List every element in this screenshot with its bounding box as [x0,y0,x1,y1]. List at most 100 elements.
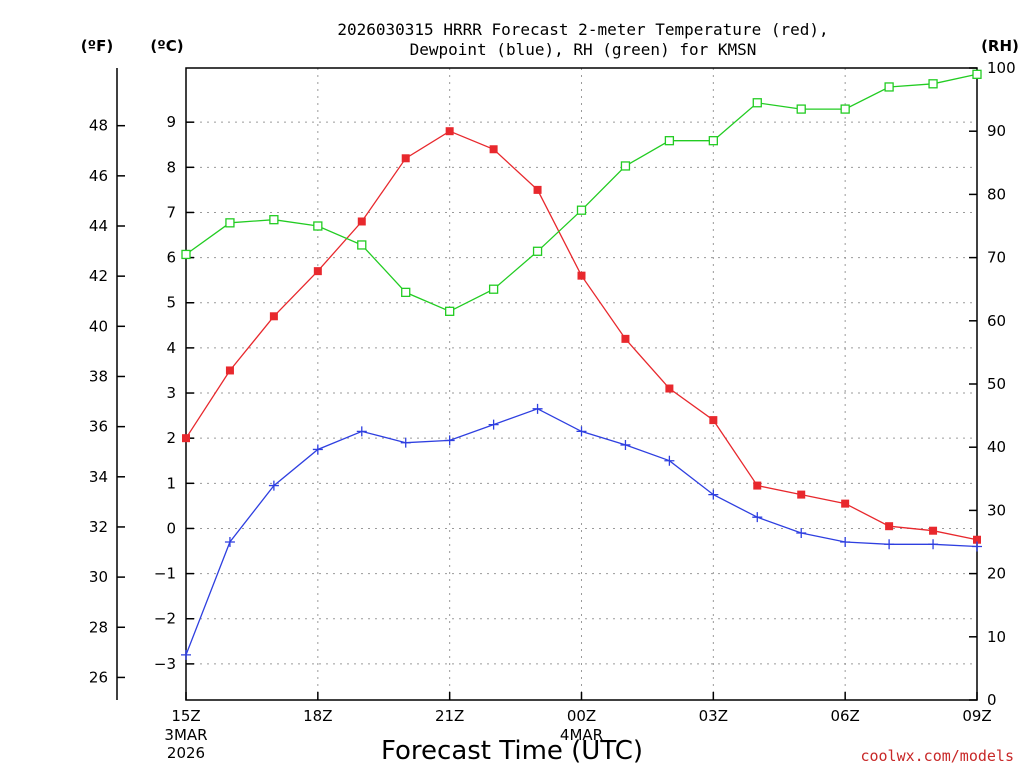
temperature-point [621,334,630,343]
dewpoint-point [224,537,235,547]
fahrenheit-tick-label: 26 [89,668,108,686]
dewpoint-point [268,480,279,491]
fahrenheit-unit-label: (ºF) [81,37,113,55]
dewpoint-point [840,537,851,547]
fahrenheit-tick-label: 48 [89,117,108,135]
x-tick-label: 06Z [830,707,859,725]
temperature-point [182,434,190,443]
x-tick-year-label: 2026 [167,744,205,762]
rh-point [664,136,675,146]
x-tick-label: 21Z [435,707,464,725]
rh-tick-label: 40 [987,438,1006,456]
dewpoint-series [181,403,982,660]
celsius-tick-label: 7 [166,203,176,221]
fahrenheit-tick-label: 38 [89,367,108,385]
dewpoint-point [752,512,763,523]
fahrenheit-tick-label: 42 [89,267,108,285]
x-tick-date-label: 4MAR [560,726,603,744]
temperature-point [357,217,366,226]
temperature-point [577,271,586,280]
series-layer [181,69,982,660]
x-axis-label: Forecast Time (UTC) [381,736,643,766]
temperature-point [797,490,806,499]
dewpoint-point [972,541,982,552]
celsius-tick-label: 9 [166,113,176,131]
x-tick-label: 00Z [567,707,596,725]
credit-text: coolwx.com/models [860,747,1014,765]
x-tick-label: 03Z [699,707,728,725]
celsius-tick-label: 6 [166,249,176,267]
dewpoint-point [664,455,675,466]
temperature-point [445,127,454,136]
celsius-tick-label: 5 [166,294,176,312]
rh-point [181,249,191,260]
dewpoint-point [488,419,499,430]
rh-point [620,161,631,171]
temperature-point [709,416,718,425]
rh-point [796,104,806,114]
rh-point [357,240,367,250]
dewpoint-point [532,403,543,414]
x-tick-date-label: 3MAR [164,726,207,744]
fahrenheit-tick-label: 36 [89,418,108,436]
rh-tick-label: 30 [987,501,1006,519]
rh-point [313,221,323,231]
celsius-tick-label: 4 [166,339,176,357]
x-tick-label: 18Z [303,707,332,725]
temperature-point [225,366,234,375]
celsius-unit-label: (ºC) [150,37,183,55]
fahrenheit-tick-label: 32 [89,518,108,536]
fahrenheit-tick-label: 30 [89,568,108,586]
rh-point [840,104,850,114]
rh-tick-label: 100 [987,59,1016,77]
temperature-point [885,522,894,531]
x-tick-label: 09Z [962,707,991,725]
fahrenheit-tick-label: 28 [89,618,108,636]
rh-point [445,306,455,316]
rh-point [972,69,982,79]
celsius-tick-label: 1 [166,474,176,492]
temperature-point [753,481,762,490]
dewpoint-point [620,439,631,450]
temperature-point [489,145,498,154]
rh-point [576,205,587,215]
temperature-point [533,185,542,194]
temperature-point [401,154,410,163]
rh-point [752,98,762,108]
chart-title-line-2: Dewpoint (blue), RH (green) for KMSN [410,40,757,59]
rh-unit-label: (RH) [981,37,1019,55]
fahrenheit-tick-label: 46 [89,167,108,185]
rh-tick-label: 80 [987,185,1006,203]
dewpoint-point [708,489,719,500]
dewpoint-point [884,539,895,550]
celsius-tick-label: 0 [166,519,176,537]
x-tick-label: 15Z [171,707,200,725]
rh-series [181,69,982,316]
rh-point [532,246,543,256]
rh-point [401,287,411,298]
axes-layer: 262830323436384042444648−3−2−10123456789… [89,59,1016,762]
fahrenheit-tick-label: 34 [89,468,108,486]
temperature-point [929,526,938,535]
dewpoint-point [928,539,939,550]
rh-tick-label: 0 [987,691,997,709]
rh-tick-label: 10 [987,628,1006,646]
celsius-tick-label: −1 [154,565,176,583]
rh-tick-label: 50 [987,375,1006,393]
temperature-point [841,499,850,508]
rh-tick-label: 70 [987,249,1006,267]
temperature-point [269,312,278,321]
dewpoint-point [400,437,411,448]
temperature-point [313,267,322,276]
rh-point [488,284,499,294]
rh-point [708,136,718,146]
rh-point [928,79,938,89]
celsius-tick-label: −2 [154,610,176,628]
dewpoint-point [356,426,367,437]
rh-point [225,218,235,228]
temperature-point [665,384,674,393]
celsius-tick-label: 3 [166,384,176,402]
chart-title-line-1: 2026030315 HRRR Forecast 2-meter Tempera… [337,20,828,39]
